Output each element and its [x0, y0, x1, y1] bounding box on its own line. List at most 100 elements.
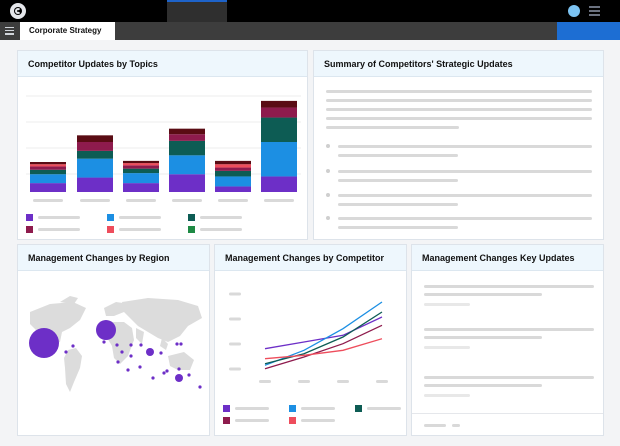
bar-segment[interactable] — [77, 150, 113, 159]
text-line-placeholder — [424, 303, 470, 306]
bar-segment[interactable] — [261, 176, 297, 192]
hamburger-menu-icon[interactable] — [589, 6, 600, 16]
bar-segment[interactable] — [215, 176, 251, 187]
map-dot[interactable] — [138, 365, 142, 369]
text-line-placeholder — [338, 217, 592, 220]
bar-segment[interactable] — [169, 155, 205, 175]
text-line-placeholder — [338, 226, 458, 229]
legend-label-placeholder — [301, 407, 335, 410]
map-bubble[interactable] — [29, 328, 59, 358]
top-bar — [0, 0, 620, 22]
bar-segment[interactable] — [30, 166, 66, 170]
line-series[interactable] — [264, 311, 383, 365]
line-series[interactable] — [264, 316, 383, 350]
bar-segment[interactable] — [215, 164, 251, 168]
bar-segment[interactable] — [77, 158, 113, 178]
text-line-placeholder — [338, 203, 458, 206]
tab-corporate-strategy[interactable]: Corporate Strategy — [20, 22, 115, 40]
line-series[interactable] — [264, 301, 383, 366]
bar-segment[interactable] — [215, 160, 251, 165]
map-dot[interactable] — [159, 351, 163, 355]
text-line-placeholder — [452, 424, 460, 427]
legend-swatch — [26, 214, 33, 221]
legend-swatch — [223, 417, 230, 424]
map-dot[interactable] — [151, 376, 155, 380]
map-dot[interactable] — [139, 343, 143, 347]
map-dot[interactable] — [162, 371, 166, 375]
map-dot[interactable] — [179, 342, 183, 346]
map-dot[interactable] — [177, 367, 181, 371]
bar-segment[interactable] — [77, 135, 113, 142]
y-tick-label-placeholder — [229, 342, 241, 346]
action-button[interactable] — [557, 22, 620, 40]
user-avatar[interactable] — [568, 5, 580, 17]
legend-label-placeholder — [301, 419, 335, 422]
legend-label-placeholder — [235, 407, 269, 410]
x-tick-label-placeholder — [337, 380, 349, 383]
bar-segment[interactable] — [123, 165, 159, 169]
map-dot[interactable] — [129, 343, 133, 347]
bar-segment[interactable] — [123, 173, 159, 184]
map-dot[interactable] — [116, 360, 120, 364]
bar-segment[interactable] — [169, 134, 205, 141]
map-dot[interactable] — [165, 369, 169, 373]
bar-segment[interactable] — [30, 162, 66, 165]
map-dot[interactable] — [129, 354, 133, 358]
line-chart — [223, 292, 401, 424]
map-dot[interactable] — [102, 340, 106, 344]
bar-segment[interactable] — [30, 174, 66, 184]
x-tick-label-placeholder — [298, 380, 310, 383]
legend-swatch — [289, 405, 296, 412]
bar-segment[interactable] — [77, 142, 113, 151]
app-logo-icon[interactable] — [10, 3, 26, 19]
menu-icon[interactable] — [5, 27, 14, 35]
bar-segment[interactable] — [169, 128, 205, 135]
map-dot[interactable] — [120, 350, 124, 354]
bar-segment[interactable] — [123, 160, 159, 164]
legend-label-placeholder — [200, 228, 242, 231]
text-line-placeholder — [424, 346, 470, 349]
stacked-bar-chart — [26, 95, 301, 233]
map-bubble[interactable] — [175, 374, 183, 382]
map-dot[interactable] — [115, 343, 119, 347]
bar-segment[interactable] — [261, 100, 297, 108]
card-summary: Summary of Competitors' Strategic Update… — [313, 50, 604, 240]
bar-segment[interactable] — [123, 168, 159, 174]
map-dot[interactable] — [187, 373, 191, 377]
bar-segment[interactable] — [261, 117, 297, 142]
map-dot[interactable] — [175, 342, 179, 346]
map-dot[interactable] — [126, 368, 130, 372]
map-bubble[interactable] — [96, 320, 116, 340]
map-dot[interactable] — [198, 385, 202, 389]
bar-segment[interactable] — [261, 142, 297, 177]
legend-swatch — [223, 405, 230, 412]
line-series[interactable] — [264, 324, 383, 370]
legend-swatch — [289, 417, 296, 424]
bar-segment[interactable] — [215, 167, 251, 171]
text-line-placeholder — [424, 328, 594, 331]
bar-segment[interactable] — [30, 183, 66, 192]
bar-segment[interactable] — [215, 170, 251, 177]
x-tick-label-placeholder — [80, 199, 110, 202]
world-map — [29, 296, 202, 392]
bar-segment[interactable] — [30, 169, 66, 175]
bar-segment[interactable] — [123, 163, 159, 166]
map-dot[interactable] — [71, 344, 75, 348]
text-line-placeholder — [338, 145, 592, 148]
top-nav-active-item[interactable] — [167, 0, 227, 22]
legend-swatch — [107, 226, 114, 233]
bar-segment[interactable] — [77, 177, 113, 192]
map-dot[interactable] — [64, 350, 68, 354]
bar-segment[interactable] — [169, 140, 205, 156]
bar-segment[interactable] — [261, 107, 297, 118]
bar-segment[interactable] — [169, 174, 205, 192]
bar-segment[interactable] — [30, 164, 66, 167]
tab-bar: Corporate Strategy — [0, 22, 620, 40]
bullet-icon — [326, 144, 330, 148]
line-series[interactable] — [264, 338, 383, 360]
bar-segment[interactable] — [215, 186, 251, 192]
map-bubble[interactable] — [146, 348, 154, 356]
text-line-placeholder — [424, 384, 542, 387]
x-tick-label-placeholder — [33, 199, 63, 202]
bar-segment[interactable] — [123, 183, 159, 192]
